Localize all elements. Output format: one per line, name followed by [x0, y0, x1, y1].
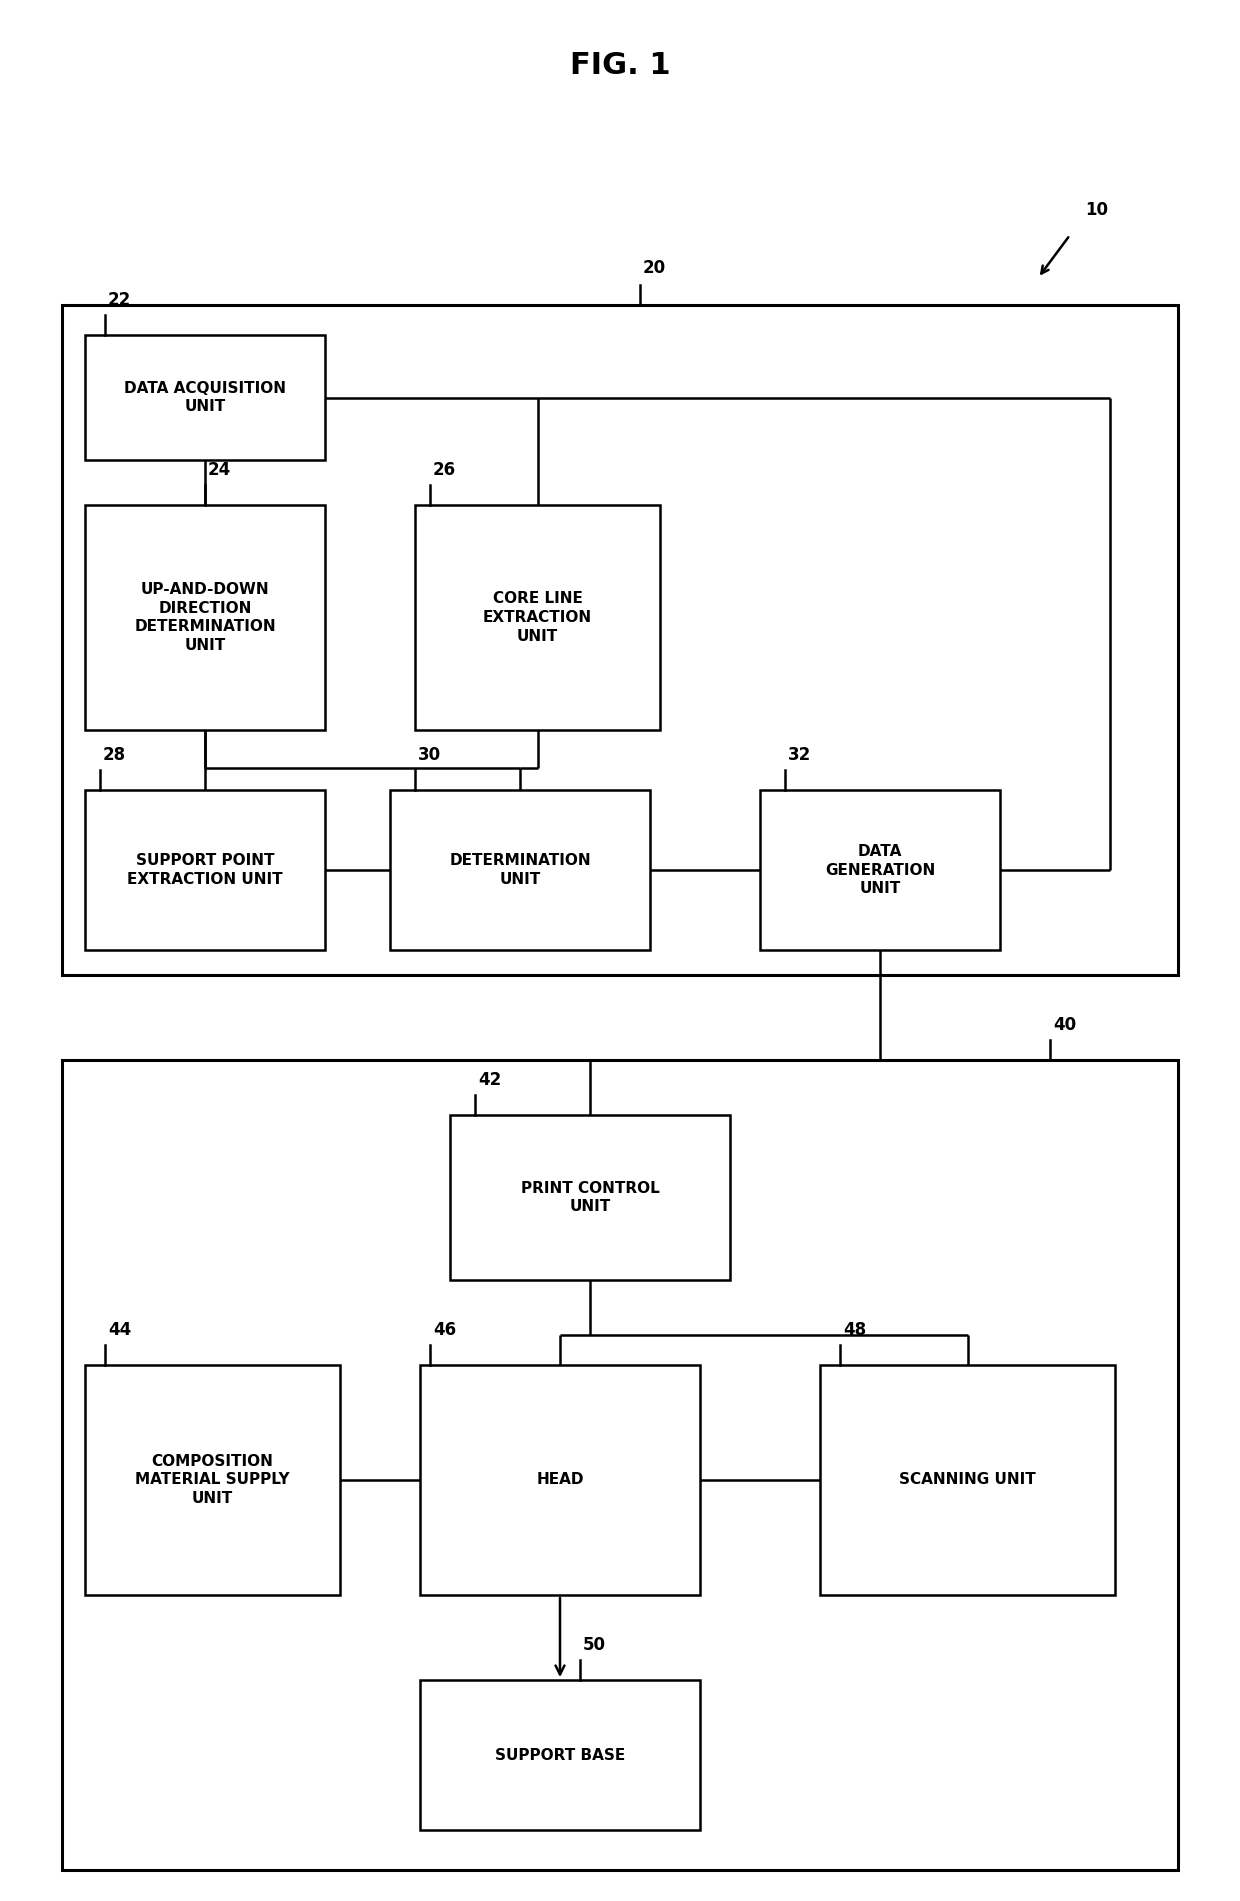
Text: 24: 24 — [208, 462, 231, 479]
Bar — [62, 1061, 1178, 1871]
Text: HEAD: HEAD — [536, 1473, 584, 1487]
Text: 10: 10 — [1085, 202, 1109, 219]
Text: 22: 22 — [108, 291, 131, 310]
Bar — [760, 791, 999, 950]
Text: 48: 48 — [843, 1321, 866, 1338]
Text: DATA
GENERATION
UNIT: DATA GENERATION UNIT — [825, 844, 935, 895]
Bar — [420, 1680, 701, 1831]
Bar — [62, 304, 1178, 975]
Text: 26: 26 — [433, 462, 456, 479]
Text: 20: 20 — [644, 259, 666, 278]
Bar — [820, 1365, 1115, 1595]
Text: CORE LINE
EXTRACTION
UNIT: CORE LINE EXTRACTION UNIT — [482, 591, 591, 644]
Text: DETERMINATION
UNIT: DETERMINATION UNIT — [449, 854, 590, 886]
Text: 32: 32 — [787, 745, 811, 764]
Text: PRINT CONTROL
UNIT: PRINT CONTROL UNIT — [521, 1181, 660, 1215]
Text: 50: 50 — [583, 1637, 606, 1654]
Text: SUPPORT BASE: SUPPORT BASE — [495, 1747, 625, 1762]
Text: FIG. 1: FIG. 1 — [569, 51, 671, 80]
Text: DATA ACQUISITION
UNIT: DATA ACQUISITION UNIT — [124, 380, 286, 414]
Bar — [86, 335, 325, 460]
Bar — [86, 506, 325, 730]
Text: UP-AND-DOWN
DIRECTION
DETERMINATION
UNIT: UP-AND-DOWN DIRECTION DETERMINATION UNIT — [134, 582, 275, 652]
Bar — [415, 506, 660, 730]
Bar — [86, 1365, 340, 1595]
Bar — [420, 1365, 701, 1595]
Bar — [86, 791, 325, 950]
Bar — [391, 791, 650, 950]
Text: SUPPORT POINT
EXTRACTION UNIT: SUPPORT POINT EXTRACTION UNIT — [128, 854, 283, 886]
Bar — [450, 1116, 730, 1279]
Text: SCANNING UNIT: SCANNING UNIT — [899, 1473, 1035, 1487]
Text: 28: 28 — [103, 745, 126, 764]
Text: 40: 40 — [1053, 1015, 1076, 1034]
Text: 44: 44 — [108, 1321, 131, 1338]
Text: 30: 30 — [418, 745, 441, 764]
Text: COMPOSITION
MATERIAL SUPPLY
UNIT: COMPOSITION MATERIAL SUPPLY UNIT — [135, 1454, 290, 1506]
Text: 46: 46 — [433, 1321, 456, 1338]
Text: 42: 42 — [477, 1070, 501, 1089]
